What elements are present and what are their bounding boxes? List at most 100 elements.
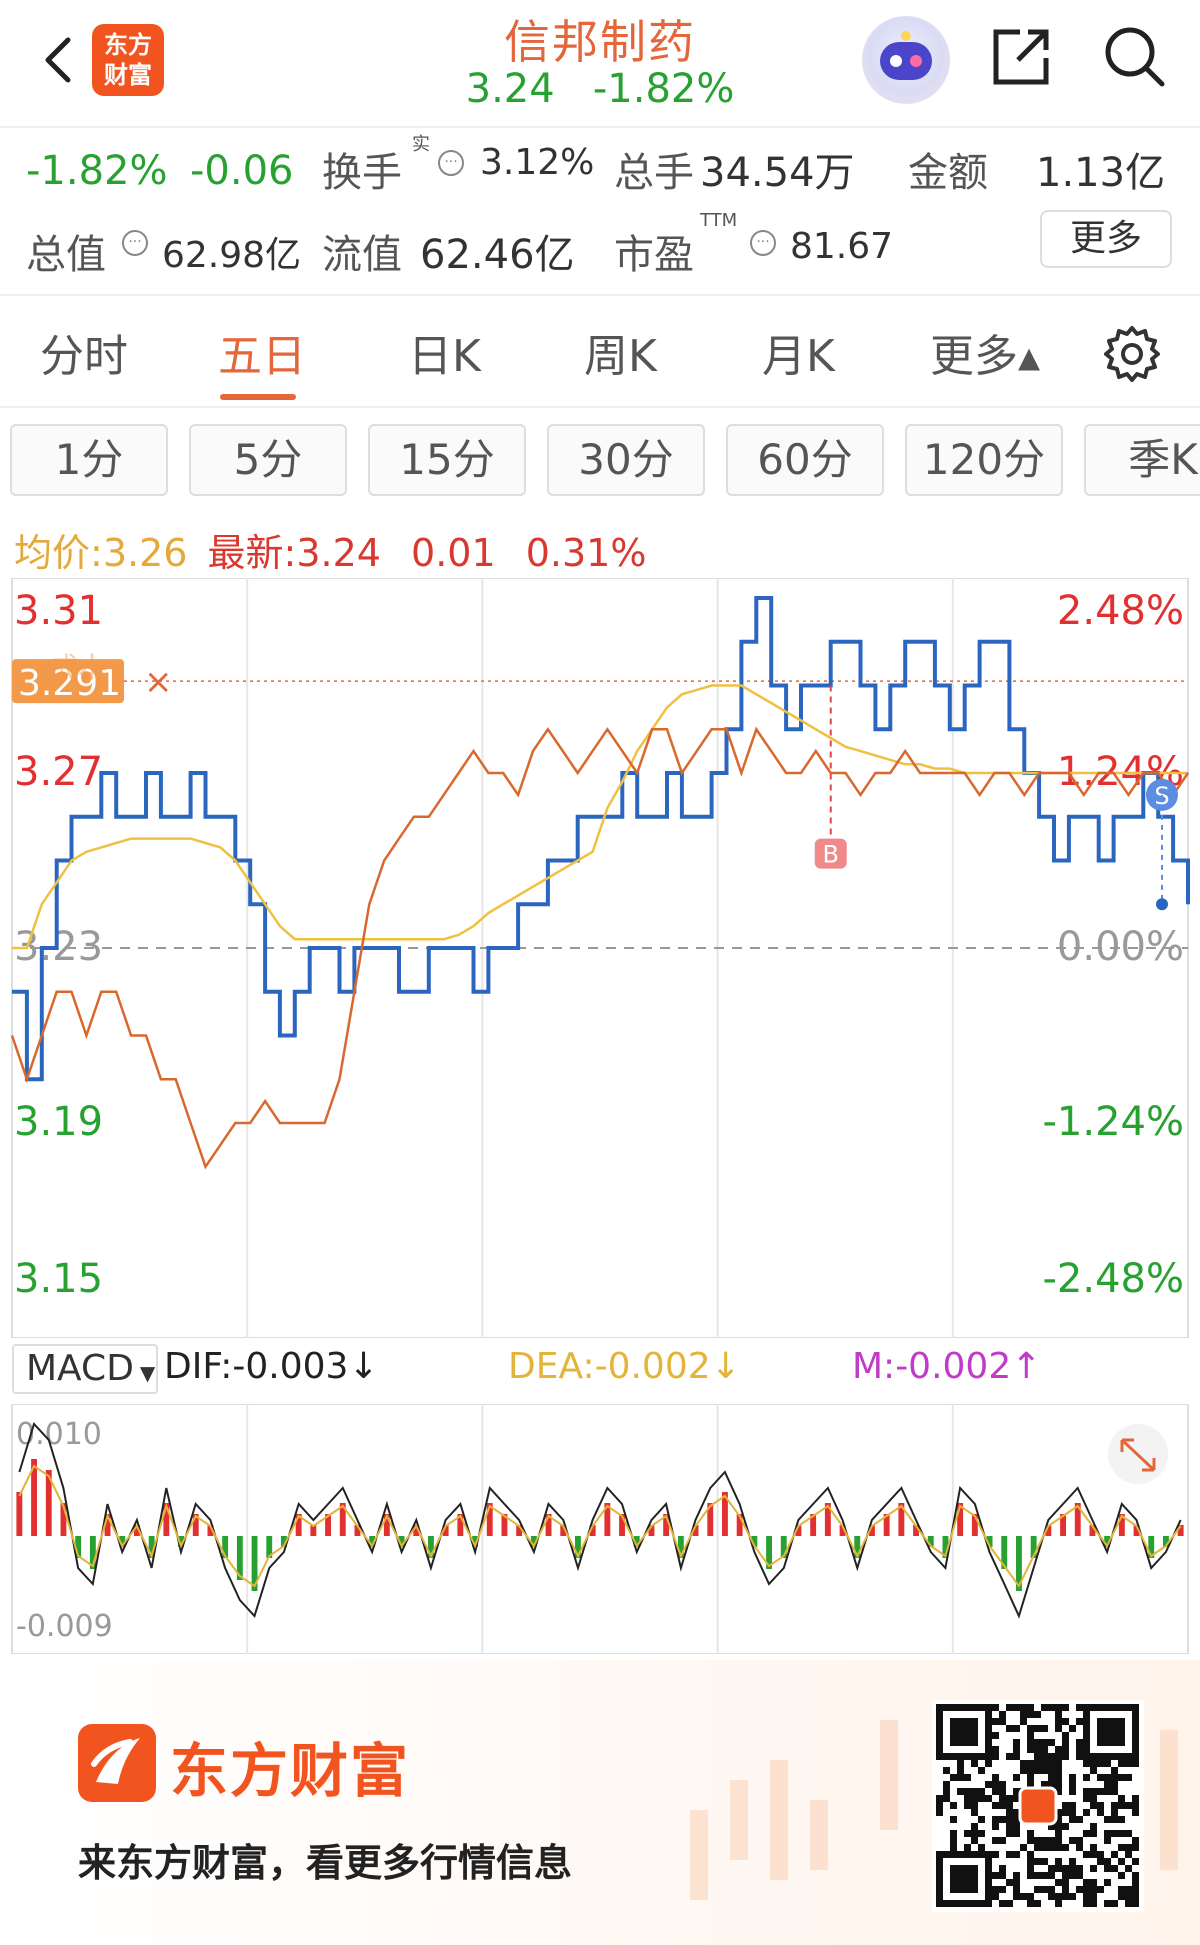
macd-bar [178,1536,184,1547]
tab-daily-k[interactable]: 日K [408,331,481,382]
macd-bar [1074,1503,1081,1536]
qr-module [1006,1725,1013,1732]
assistant-robot-icon[interactable] [862,16,950,104]
slogan: 来东方财富，看更多行情信息 [78,1841,573,1885]
qr-module [950,1816,957,1823]
gear-icon[interactable] [1102,324,1162,384]
back-arrow-icon[interactable] [30,30,90,90]
chip-quarter-k[interactable]: 季K [1084,424,1200,496]
crosshair-label-text: 3.291 [18,663,121,704]
qr-module [1041,1886,1048,1893]
macd-bar [45,1470,52,1536]
series-line-holding [10,726,1190,1170]
volume-label: 总手 [614,150,694,196]
info-icon[interactable]: ··· [122,230,148,256]
macd-bar [383,1514,390,1536]
qr-module [1076,1718,1083,1725]
macd-bar [428,1536,434,1558]
series-line-avg [12,684,1188,950]
macd-bar [369,1536,376,1547]
macd-bar [1118,1514,1125,1536]
macd-bar [751,1536,758,1547]
macd-bar [707,1503,714,1536]
five-day-price-chart[interactable]: 3.313.273.233.193.152.48%1.24%0.00%-1.24… [0,578,1200,1338]
qr-module [1125,1760,1132,1767]
qr-module [1027,1704,1034,1711]
search-icon[interactable] [1100,22,1168,90]
macd-chart[interactable]: 0.010 -0.009 [0,1404,1200,1654]
stock-name[interactable]: 信邦制药 [504,15,696,69]
qr-module [1090,1795,1097,1802]
qr-module [1076,1753,1083,1760]
qr-module [992,1837,999,1844]
more-stats-button[interactable]: 更多 [1040,210,1172,268]
qr-module [1083,1851,1090,1858]
chip-30min[interactable]: 30分 [547,424,705,496]
top-bar: 东方财富 信邦制药 3.24 -1.82% [0,0,1200,128]
tab-more[interactable]: 更多▴ [930,331,1041,382]
qr-module [1027,1858,1034,1865]
qr-module [1006,1879,1013,1886]
share-icon[interactable] [990,24,1054,88]
qr-module [1083,1900,1090,1907]
m-text: M:-0.002 [852,1346,1012,1387]
qr-module [1125,1774,1132,1781]
stock-change-pct: -1.82% [592,66,735,112]
qr-module [1027,1851,1034,1858]
latest-label: 最新: [207,531,297,575]
change-pct: -1.82% [26,148,168,194]
chip-120min[interactable]: 120分 [905,424,1063,496]
qr-module [1048,1760,1055,1767]
app-logo[interactable]: 东方财富 [92,24,164,96]
float-value: 62.46亿 [420,232,575,278]
amount-label: 金额 [908,150,988,196]
qr-module [1013,1704,1020,1711]
macd-bar [75,1536,82,1558]
qr-module [1055,1767,1062,1774]
tab-monthly-k[interactable]: 月K [762,331,835,382]
macd-bar [457,1514,464,1536]
qr-module [1097,1858,1104,1865]
chip-1min[interactable]: 1分 [10,424,168,496]
qr-module [1041,1837,1048,1844]
indicator-selector[interactable]: MACD ▼ [12,1344,158,1394]
qr-module [1062,1732,1069,1739]
qr-module [971,1837,978,1844]
qr-module [1083,1809,1090,1816]
chip-5min[interactable]: 5分 [189,424,347,496]
qr-module [1090,1879,1097,1886]
y-right-tick: 0.00% [1057,924,1184,970]
info-icon[interactable]: ··· [438,150,464,176]
chip-15min[interactable]: 15分 [368,424,526,496]
qr-module [1020,1893,1027,1900]
qr-module [1090,1823,1097,1830]
qr-module [950,1837,957,1844]
chip-60min[interactable]: 60分 [726,424,884,496]
qr-module [1104,1900,1111,1907]
qr-module [1013,1795,1020,1802]
tab-intraday[interactable]: 分时 [40,331,128,382]
macd-bar [192,1514,199,1536]
qr-module [978,1767,985,1774]
qr-module [1076,1746,1083,1753]
turnover-label: 换手 [322,150,402,196]
qr-module [1027,1865,1034,1872]
macd-bar [575,1536,581,1558]
qr-module [1097,1802,1104,1809]
qr-module [1041,1746,1048,1753]
tab-five-day[interactable]: 五日 [218,331,306,382]
amount-value: 1.13亿 [1036,150,1166,196]
dea-arrow: ↓ [710,1346,741,1387]
qr-module [1055,1809,1062,1816]
qr-module [971,1760,978,1767]
info-icon[interactable]: ··· [750,230,776,256]
macd-bar [1089,1525,1096,1536]
qr-module [1125,1830,1132,1837]
qr-module [1027,1781,1034,1788]
qr-module [1034,1711,1041,1718]
qr-module [1027,1732,1034,1739]
macd-bar [281,1536,287,1547]
macd-bar [722,1492,728,1536]
tab-weekly-k[interactable]: 周K [584,331,657,382]
chart-frame [11,578,1189,1338]
